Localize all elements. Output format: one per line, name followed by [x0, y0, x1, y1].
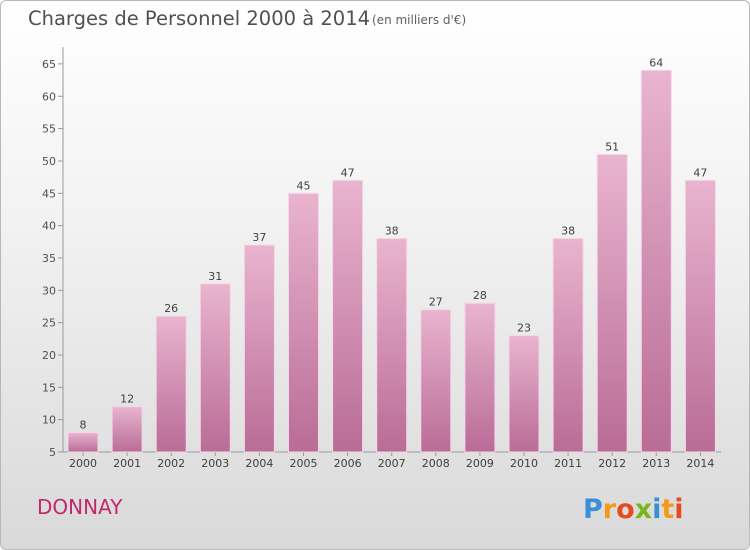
y-tick-label: 15 — [42, 381, 56, 394]
data-label: 8 — [80, 419, 87, 432]
bar-2004 — [243, 244, 275, 453]
chart-labels: 2000 8 2001 12 2002 26 2003 31 2004 37 2005 45 2006 4… — [69, 56, 714, 470]
data-label: 26 — [164, 302, 178, 315]
y-tick-label: 5 — [49, 446, 56, 459]
x-tick-label: 2003 — [201, 457, 229, 470]
data-label: 23 — [517, 322, 531, 335]
x-tick-label: 2010 — [510, 457, 538, 470]
y-tick-label: 20 — [42, 349, 56, 362]
y-tick-label: 45 — [42, 187, 56, 200]
x-tick-label: 2014 — [686, 457, 714, 470]
y-tick-label: 35 — [42, 252, 56, 265]
chart-subtitle: (en milliers d'€) — [372, 13, 467, 27]
data-label: 27 — [429, 296, 443, 309]
y-tick-label: 55 — [42, 123, 56, 136]
data-label: 31 — [208, 270, 222, 283]
x-tick-label: 2006 — [334, 457, 362, 470]
data-label: 47 — [693, 166, 707, 179]
bar-2013 — [640, 69, 672, 453]
x-tick-label: 2001 — [113, 457, 141, 470]
bar-2003 — [199, 283, 231, 453]
y-tick-label: 65 — [42, 58, 56, 71]
bar-2005 — [288, 192, 319, 453]
svg-text:Proxiti: Proxiti — [583, 494, 684, 525]
x-tick-label: 2012 — [598, 457, 626, 470]
chart-title: Charges de Personnel 2000 à 2014 — [28, 7, 371, 30]
bar-2008 — [420, 309, 452, 453]
x-tick-label: 2013 — [642, 457, 670, 470]
bar-2011 — [552, 238, 584, 453]
data-label: 47 — [341, 166, 355, 179]
y-tick-label: 60 — [42, 90, 56, 103]
y-tick-label: 50 — [42, 155, 56, 168]
x-tick-label: 2011 — [554, 457, 582, 470]
x-tick-label: 2008 — [422, 457, 450, 470]
bar-2002 — [155, 315, 187, 453]
y-tick-label: 40 — [42, 220, 56, 233]
data-label: 51 — [605, 140, 619, 153]
x-tick-label: 2009 — [466, 457, 494, 470]
bar-2009 — [464, 302, 496, 453]
bar-2007 — [376, 238, 408, 453]
data-label: 38 — [561, 225, 575, 238]
proxiti-logo: Proxiti — [583, 494, 684, 525]
data-label: 38 — [385, 225, 399, 238]
bar-2012 — [596, 153, 628, 453]
x-tick-label: 2004 — [245, 457, 273, 470]
y-tick-label: 10 — [42, 414, 56, 427]
data-label: 28 — [473, 289, 487, 302]
bar-2014 — [684, 179, 716, 453]
y-tick-label: 25 — [42, 317, 56, 330]
data-label: 12 — [120, 393, 134, 406]
chart-bars — [67, 69, 716, 453]
bar-2001 — [111, 406, 143, 453]
y-tick-label: 30 — [42, 284, 56, 297]
data-label: 37 — [252, 231, 266, 244]
data-label: 64 — [649, 56, 663, 69]
data-label: 45 — [297, 179, 311, 192]
bar-2006 — [332, 179, 364, 453]
x-tick-label: 2007 — [378, 457, 406, 470]
bar-2000 — [67, 432, 99, 453]
x-tick-label: 2000 — [69, 457, 97, 470]
x-tick-label: 2005 — [290, 457, 318, 470]
x-tick-label: 2002 — [157, 457, 185, 470]
bar-2010 — [508, 335, 540, 453]
commune-name: DONNAY — [37, 495, 123, 519]
